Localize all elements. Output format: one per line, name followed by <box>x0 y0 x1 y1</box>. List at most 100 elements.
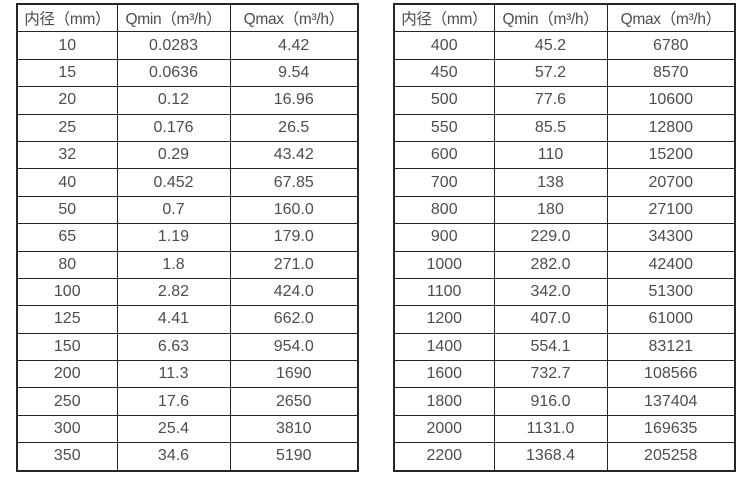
table-cell: 26.5 <box>229 113 359 142</box>
table-cell: 600 <box>393 140 495 170</box>
table-cell: 110 <box>493 140 608 170</box>
table-cell: 900 <box>393 223 495 252</box>
table-cell: 108566 <box>606 360 736 389</box>
table-cell: 27100 <box>606 195 736 225</box>
table-cell: 1100 <box>393 277 495 307</box>
table-row: 900 229.0 34300 <box>393 223 736 252</box>
table-row: 125 4.41 662.0 <box>16 305 359 334</box>
table-cell: 2.82 <box>116 277 231 307</box>
table-cell: 0.176 <box>116 113 231 142</box>
table-body: 400 45.2 6780 450 57.2 8570 500 77.6 10600 550 85.… <box>393 31 736 472</box>
table-row: 350 34.6 5190 <box>16 442 359 472</box>
table-cell: 450 <box>393 58 495 88</box>
table-cell: 11.3 <box>116 360 231 389</box>
table-row: 25 0.176 26.5 <box>16 113 359 142</box>
table-cell: 800 <box>393 195 495 225</box>
table-row: 65 1.19 179.0 <box>16 223 359 252</box>
table-row: 2200 1368.4 205258 <box>393 442 736 472</box>
table-cell: 4.41 <box>116 305 231 334</box>
table-cell: 662.0 <box>229 305 359 334</box>
table-body: 10 0.0283 4.42 15 0.0636 9.54 20 0.12 16.96 25 0.1… <box>16 31 359 472</box>
flow-rate-tables-container: 内径（mm） Qmin（m³/h） Qmax（m³/h） 10 0.0283 4.4… <box>16 3 736 472</box>
table-cell: 0.452 <box>116 168 231 197</box>
table-cell: 0.12 <box>116 86 231 115</box>
table-cell: 350 <box>16 442 118 472</box>
table-cell: 16.96 <box>229 86 359 115</box>
table-cell: 20 <box>16 86 118 115</box>
table-cell: 150 <box>16 332 118 362</box>
table-cell: 40 <box>16 168 118 197</box>
table-cell: 57.2 <box>493 58 608 88</box>
table-cell: 160.0 <box>229 195 359 225</box>
table-cell: 1.19 <box>116 223 231 252</box>
table-row: 1100 342.0 51300 <box>393 277 736 307</box>
table-cell: 51300 <box>606 277 736 307</box>
table-row: 1600 732.7 108566 <box>393 360 736 389</box>
table-cell: 0.0636 <box>116 58 231 88</box>
table-cell: 1800 <box>393 387 495 416</box>
table-cell: 1400 <box>393 332 495 362</box>
table-header-row: 内径（mm） Qmin（m³/h） Qmax（m³/h） <box>16 3 359 33</box>
flow-rate-table-small-diameters: 内径（mm） Qmin（m³/h） Qmax（m³/h） 10 0.0283 4.4… <box>16 3 359 472</box>
table-cell: 554.1 <box>493 332 608 362</box>
table-cell: 180 <box>493 195 608 225</box>
table-cell: 1131.0 <box>493 414 608 444</box>
table-cell: 6.63 <box>116 332 231 362</box>
column-header-diameter: 内径（mm） <box>16 3 118 33</box>
table-cell: 0.7 <box>116 195 231 225</box>
table-cell: 10 <box>16 31 118 60</box>
table-row: 250 17.6 2650 <box>16 387 359 416</box>
table-row: 600 110 15200 <box>393 140 736 170</box>
table-row: 80 1.8 271.0 <box>16 250 359 279</box>
table-cell: 10600 <box>606 86 736 115</box>
table-cell: 169635 <box>606 414 736 444</box>
table-cell: 0.0283 <box>116 31 231 60</box>
table-cell: 12800 <box>606 113 736 142</box>
table-cell: 25.4 <box>116 414 231 444</box>
table-cell: 45.2 <box>493 31 608 60</box>
table-cell: 125 <box>16 305 118 334</box>
table-cell: 1600 <box>393 360 495 389</box>
table-row: 50 0.7 160.0 <box>16 195 359 225</box>
table-row: 1000 282.0 42400 <box>393 250 736 279</box>
table-cell: 17.6 <box>116 387 231 416</box>
table-cell: 424.0 <box>229 277 359 307</box>
table-cell: 2200 <box>393 442 495 472</box>
table-cell: 5190 <box>229 442 359 472</box>
table-cell: 0.29 <box>116 140 231 170</box>
table-cell: 342.0 <box>493 277 608 307</box>
table-cell: 61000 <box>606 305 736 334</box>
table-row: 32 0.29 43.42 <box>16 140 359 170</box>
table-cell: 83121 <box>606 332 736 362</box>
table-cell: 34300 <box>606 223 736 252</box>
table-row: 500 77.6 10600 <box>393 86 736 115</box>
table-cell: 4.42 <box>229 31 359 60</box>
table-cell: 137404 <box>606 387 736 416</box>
table-cell: 300 <box>16 414 118 444</box>
table-header-row: 内径（mm） Qmin（m³/h） Qmax（m³/h） <box>393 3 736 33</box>
table-cell: 550 <box>393 113 495 142</box>
table-cell: 2650 <box>229 387 359 416</box>
table-row: 200 11.3 1690 <box>16 360 359 389</box>
table-cell: 34.6 <box>116 442 231 472</box>
table-cell: 9.54 <box>229 58 359 88</box>
table-cell: 229.0 <box>493 223 608 252</box>
table-cell: 67.85 <box>229 168 359 197</box>
flow-rate-table-large-diameters: 内径（mm） Qmin（m³/h） Qmax（m³/h） 400 45.2 6780… <box>393 3 736 472</box>
table-row: 700 138 20700 <box>393 168 736 197</box>
table-cell: 1000 <box>393 250 495 279</box>
table-cell: 282.0 <box>493 250 608 279</box>
table-cell: 8570 <box>606 58 736 88</box>
table-row: 40 0.452 67.85 <box>16 168 359 197</box>
table-cell: 271.0 <box>229 250 359 279</box>
table-cell: 3810 <box>229 414 359 444</box>
table-cell: 138 <box>493 168 608 197</box>
table-row: 800 180 27100 <box>393 195 736 225</box>
table-cell: 1200 <box>393 305 495 334</box>
column-header-qmin: Qmin（m³/h） <box>116 3 231 33</box>
table-row: 15 0.0636 9.54 <box>16 58 359 88</box>
column-header-qmax: Qmax（m³/h） <box>606 3 736 33</box>
table-row: 2000 1131.0 169635 <box>393 414 736 444</box>
table-cell: 100 <box>16 277 118 307</box>
table-cell: 400 <box>393 31 495 60</box>
